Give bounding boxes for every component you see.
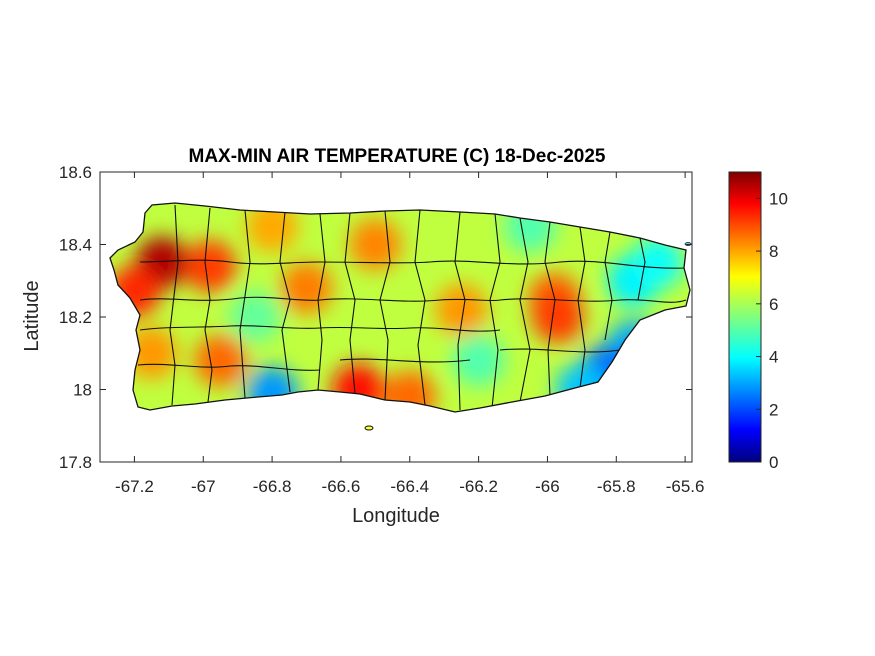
municipality-borders <box>137 204 687 411</box>
heat-spot <box>228 291 281 343</box>
x-tick-label: -65.8 <box>597 477 636 496</box>
colorbar-tick-label: 0 <box>769 453 778 472</box>
x-tick-label: -66.6 <box>322 477 361 496</box>
chart-title: MAX-MIN AIR TEMPERATURE (C) 18-Dec-2025 <box>189 146 606 167</box>
heat-spot <box>631 236 684 289</box>
heat-spot <box>452 334 505 387</box>
heat-spot <box>531 291 584 343</box>
y-tick-label: 18.4 <box>59 236 92 255</box>
y-tick-label: 18.2 <box>59 308 92 327</box>
heat-spot <box>435 283 488 336</box>
y-axis-label: Latitude <box>21 280 43 351</box>
x-tick-label: -66.8 <box>253 477 292 496</box>
x-tick-label: -66 <box>535 477 560 496</box>
x-tick-label: -65.6 <box>666 477 705 496</box>
x-tick-label: -66.2 <box>459 477 498 496</box>
x-tick-label: -67 <box>191 477 216 496</box>
heat-spot <box>349 218 402 271</box>
colorbar-tick-label: 6 <box>769 295 778 314</box>
y-tick-label: 18.6 <box>59 163 92 182</box>
heat-spot <box>194 334 247 387</box>
y-tick-label: 18 <box>73 381 92 400</box>
colorbar-tick-label: 8 <box>769 242 778 261</box>
x-axis: -67.2 -67 -66.8 -66.6 -66.4 -66.2 -66 -65.8 -65.… <box>115 172 704 496</box>
x-axis-label: Longitude <box>352 505 440 527</box>
islet <box>364 425 374 431</box>
heat-spot <box>184 240 237 293</box>
colorbar-tick-label: 2 <box>769 400 778 419</box>
y-tick-label: 17.8 <box>59 453 92 472</box>
colorbar <box>728 171 762 463</box>
colorbar-ticks: 0 2 4 6 8 10 <box>756 189 788 472</box>
y-axis: 17.8 18 18.2 18.4 18.6 <box>59 163 692 472</box>
colorbar-tick-label: 10 <box>769 189 788 208</box>
heat-spot <box>280 262 333 314</box>
x-tick-label: -66.4 <box>390 477 429 496</box>
x-tick-label: -67.2 <box>115 477 154 496</box>
colorbar-tick-label: 4 <box>769 348 778 367</box>
